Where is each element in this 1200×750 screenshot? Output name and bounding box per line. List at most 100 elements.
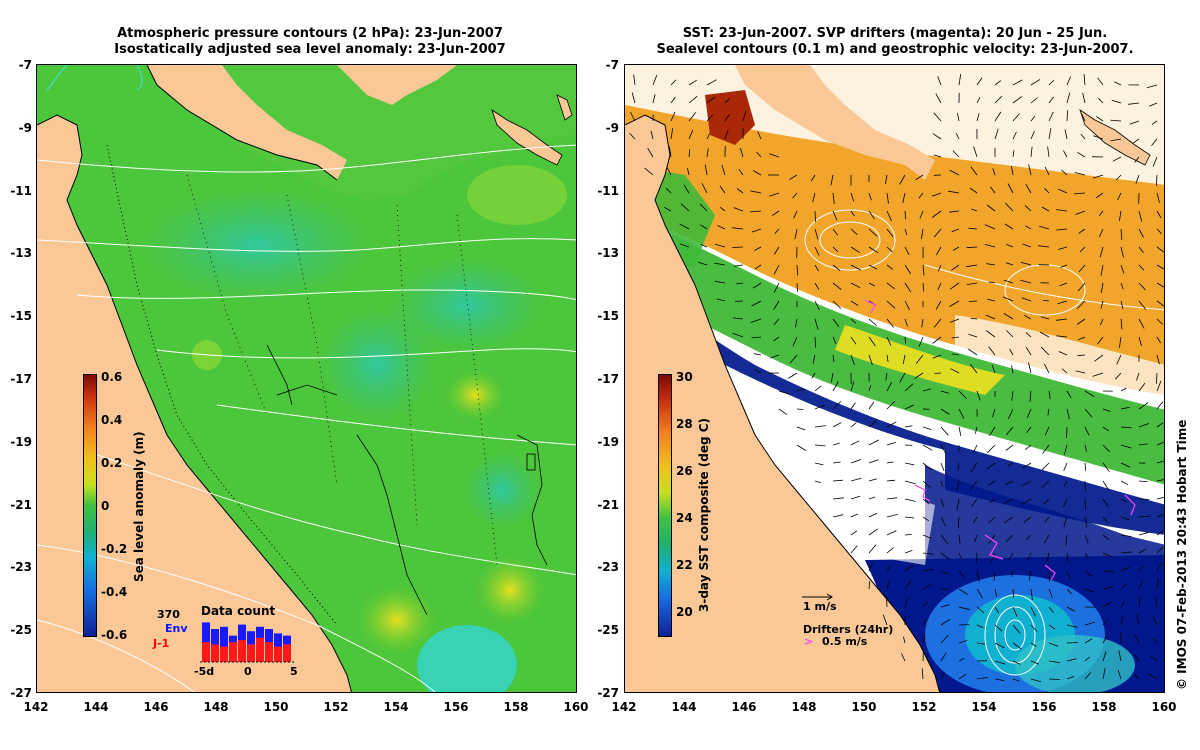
velocity-arrow <box>1084 444 1087 452</box>
velocity-arrow <box>933 154 942 158</box>
velocity-arrow <box>922 388 932 392</box>
velocity-arrow <box>679 243 690 248</box>
velocity-arrow <box>1048 642 1059 647</box>
data-count-chart <box>200 622 295 663</box>
velocity-arrow <box>1117 192 1122 201</box>
velocity-arrow <box>1005 534 1014 543</box>
velocity-arrow <box>832 210 838 221</box>
velocity-arrow <box>932 354 942 359</box>
velocity-arrow <box>958 588 968 595</box>
lon-tick: 154 <box>383 700 409 714</box>
velocity-arrow <box>940 604 950 608</box>
velocity-arrow <box>886 210 892 222</box>
velocity-arrow <box>948 190 960 194</box>
velocity-arrow <box>992 408 996 418</box>
velocity-arrow <box>1042 300 1050 302</box>
velocity-arrow <box>1030 624 1038 632</box>
velocity-arrow <box>958 552 962 560</box>
velocity-arrow <box>773 318 780 326</box>
velocity-arrow <box>1006 243 1014 248</box>
velocity-arrow <box>1005 444 1014 451</box>
velocity-arrow <box>811 372 816 379</box>
left-map <box>36 64 577 693</box>
velocity-arrow <box>1120 583 1127 590</box>
velocity-arrow <box>1119 336 1122 348</box>
velocity-arrow <box>850 440 860 446</box>
velocity-arrow <box>1080 133 1086 140</box>
velocity-arrow <box>976 606 985 614</box>
velocity-arrow <box>994 128 999 140</box>
velocity-arrow <box>904 264 912 275</box>
velocity-arrow <box>832 264 841 272</box>
velocity-arrow <box>1048 624 1056 630</box>
velocity-arrow <box>1138 515 1151 518</box>
velocity-arrow <box>986 204 996 212</box>
velocity-arrow <box>1156 380 1162 392</box>
velocity-arrow <box>958 673 967 680</box>
velocity-arrow <box>1025 183 1032 194</box>
velocity-arrow <box>886 382 892 392</box>
velocity-arrow <box>1075 370 1086 374</box>
colorbar-tick: 26 <box>676 464 693 478</box>
png-land <box>147 65 347 180</box>
velocity-arrow <box>736 188 744 194</box>
velocity-arrow <box>922 552 934 555</box>
velocity-arrow <box>868 496 876 500</box>
lon-tick: 154 <box>971 700 997 714</box>
lat-tick: -9 <box>18 121 32 135</box>
velocity-arrow <box>1134 673 1140 680</box>
velocity-arrow <box>706 133 711 140</box>
credit-text: © IMOS 07-Feb-2013 20:43 Hobart Time <box>1175 419 1189 690</box>
velocity-arrow <box>1156 561 1162 572</box>
lat-tick: -15 <box>10 309 32 323</box>
velocity-arrow <box>652 94 656 104</box>
velocity-arrow <box>688 129 694 140</box>
velocity-arrow <box>1079 246 1086 253</box>
drifter-track <box>864 299 876 314</box>
velocity-arrow <box>1009 348 1014 356</box>
velocity-arrow <box>774 228 780 234</box>
env-bar <box>220 626 228 662</box>
velocity-arrow <box>922 282 925 292</box>
velocity-arrow <box>1074 172 1086 176</box>
j1-bar <box>247 644 255 662</box>
velocity-arrow <box>922 516 930 522</box>
velocity-arrow <box>1063 516 1068 528</box>
colorbar-tick: 30 <box>676 370 693 384</box>
velocity-arrow <box>1138 228 1144 238</box>
velocity-arrow <box>932 336 942 344</box>
velocity-arrow <box>714 243 726 248</box>
velocity-arrow <box>1110 119 1122 122</box>
drifter-key-icon: > <box>804 635 814 648</box>
velocity-arrow <box>886 442 896 446</box>
velocity-arrow <box>904 246 910 256</box>
velocity-arrow <box>670 96 676 104</box>
velocity-arrow <box>1012 642 1022 650</box>
velocity-arrow <box>922 480 931 488</box>
lon-tick: 144 <box>83 700 109 714</box>
velocity-arrow <box>952 246 960 251</box>
velocity-arrow <box>1102 516 1109 523</box>
velocity-arrow <box>1112 156 1122 162</box>
lat-tick: -7 <box>18 58 32 72</box>
velocity-arrow <box>987 298 996 302</box>
velocity-arrow <box>1066 390 1072 399</box>
drifters-speed-label: 0.5 m/s <box>822 635 868 648</box>
velocity-arrow <box>899 174 906 185</box>
velocity-arrow <box>1156 496 1164 500</box>
velocity-arrow <box>1056 228 1068 231</box>
velocity-arrow <box>868 401 875 410</box>
velocity-arrow <box>1011 165 1014 176</box>
velocity-arrow <box>1066 606 1076 612</box>
colorbar-tick: 20 <box>676 605 693 619</box>
velocity-arrow <box>994 588 998 597</box>
velocity-arrow <box>1024 205 1032 212</box>
j1-bar <box>220 646 228 662</box>
velocity-arrow <box>1120 282 1124 290</box>
velocity-arrow <box>1044 516 1050 523</box>
velocity-arrow <box>1026 534 1032 541</box>
velocity-arrow <box>793 210 798 219</box>
velocity-arrow <box>814 404 825 410</box>
velocity-arrow <box>940 444 947 455</box>
velocity-arrows <box>629 73 1164 683</box>
